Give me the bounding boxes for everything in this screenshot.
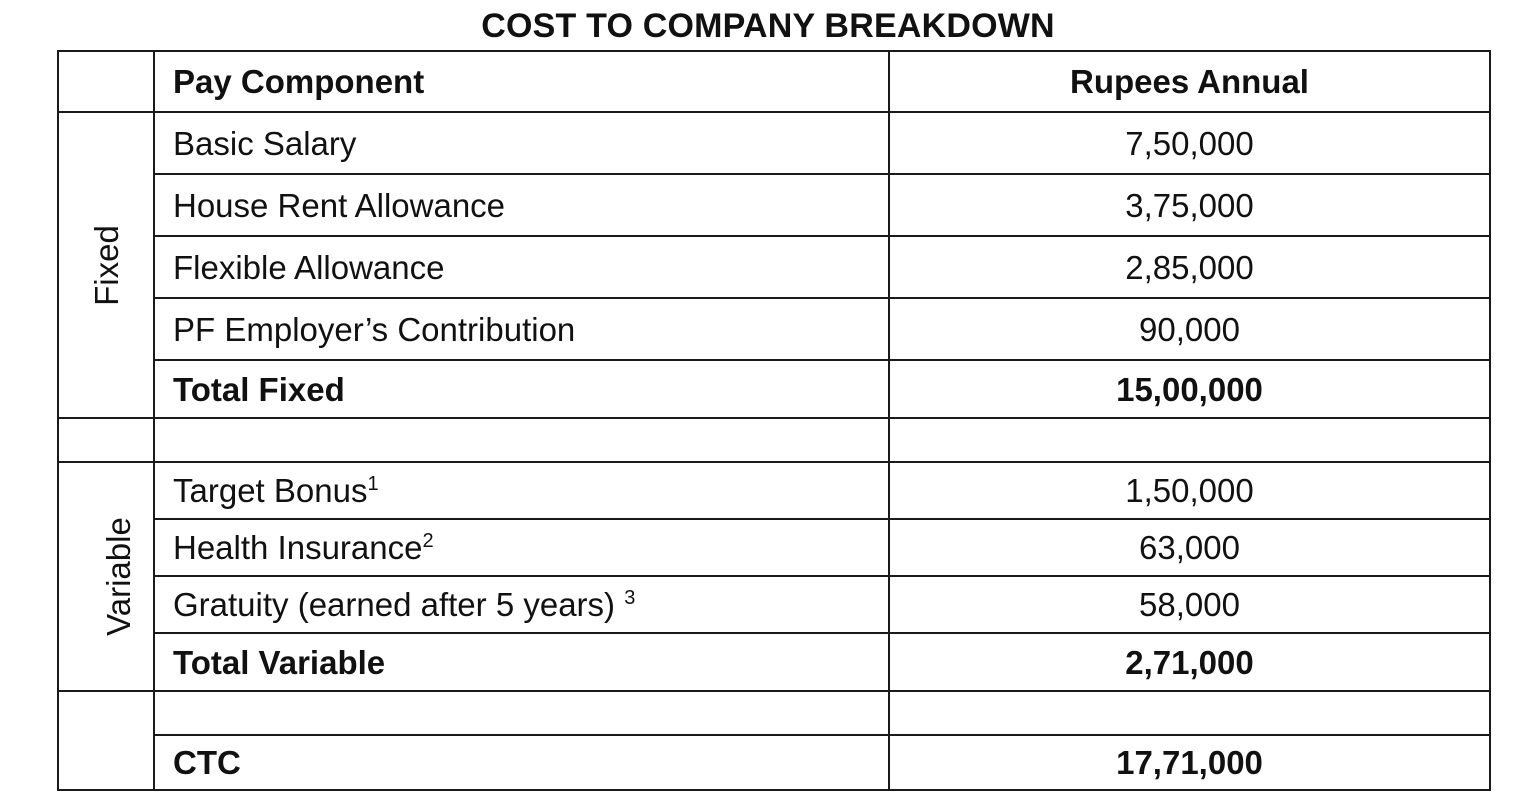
component-label: Flexible Allowance <box>153 235 890 299</box>
group-header-cell <box>57 50 155 113</box>
component-label: Target Bonus <box>173 472 368 509</box>
document-title: COST TO COMPANY BREAKDOWN <box>481 7 1055 45</box>
component-label: Gratuity (earned after 5 years) <box>173 586 625 623</box>
total-fixed-row: Total Fixed 15,00,000 <box>58 359 1491 419</box>
component-amount: 63,000 <box>888 518 1491 577</box>
table-row: Health Insurance2 63,000 <box>58 518 1491 577</box>
total-variable-label: Total Variable <box>153 632 890 692</box>
component-label: Health Insurance <box>173 529 423 566</box>
component-label-cell: Target Bonus1 <box>153 461 890 520</box>
spacer-cell <box>153 690 890 736</box>
component-amount: 1,50,000 <box>888 461 1491 520</box>
table-row: Gratuity (earned after 5 years) 3 58,000 <box>58 575 1491 634</box>
component-label: House Rent Allowance <box>153 173 890 237</box>
rupees-annual-header: Rupees Annual <box>888 50 1491 113</box>
component-amount: 90,000 <box>888 297 1491 361</box>
spacer-cell <box>888 690 1491 736</box>
component-amount: 58,000 <box>888 575 1491 634</box>
table-row: PF Employer’s Contribution 90,000 <box>58 297 1491 361</box>
table-row: House Rent Allowance 3,75,000 <box>58 173 1491 237</box>
component-label-cell: Gratuity (earned after 5 years) 3 <box>153 575 890 634</box>
spacer-cell <box>57 417 155 463</box>
total-variable-row: Total Variable 2,71,000 <box>58 632 1491 692</box>
fixed-group-label: Fixed <box>87 224 125 306</box>
spacer-cell <box>888 417 1491 463</box>
table-row: Variable Target Bonus1 1,50,000 <box>57 461 1491 692</box>
fixed-group-label-cell: Fixed <box>57 111 155 419</box>
total-fixed-amount: 15,00,000 <box>888 359 1491 419</box>
component-amount: 2,85,000 <box>888 235 1491 299</box>
footnote-marker: 3 <box>624 587 636 609</box>
spacer-row <box>57 690 1491 791</box>
footnote-marker: 1 <box>367 473 379 495</box>
ctc-label: CTC <box>153 734 890 791</box>
ctc-group-cell <box>57 690 155 791</box>
ctc-table: Pay Component Rupees Annual Fixed Basic … <box>57 50 1491 791</box>
spacer-row <box>57 417 1491 463</box>
component-amount: 3,75,000 <box>888 173 1491 237</box>
ctc-row: CTC 17,71,000 <box>58 734 1491 791</box>
spacer-cell <box>153 417 890 463</box>
footnote-marker: 2 <box>422 530 434 552</box>
component-label: PF Employer’s Contribution <box>153 297 890 361</box>
total-variable-amount: 2,71,000 <box>888 632 1491 692</box>
table-header-row: Pay Component Rupees Annual <box>57 50 1491 113</box>
table-row: Fixed Basic Salary 7,50,000 <box>57 111 1491 419</box>
total-fixed-label: Total Fixed <box>153 359 890 419</box>
component-label: Basic Salary <box>153 111 890 175</box>
variable-group-label-cell: Variable <box>57 461 155 692</box>
ctc-amount: 17,71,000 <box>888 734 1491 791</box>
component-label-cell: Health Insurance2 <box>153 518 890 577</box>
component-amount: 7,50,000 <box>888 111 1491 175</box>
table-row: Flexible Allowance 2,85,000 <box>58 235 1491 299</box>
variable-group-label: Variable <box>99 517 137 636</box>
pay-component-header: Pay Component <box>153 50 890 113</box>
